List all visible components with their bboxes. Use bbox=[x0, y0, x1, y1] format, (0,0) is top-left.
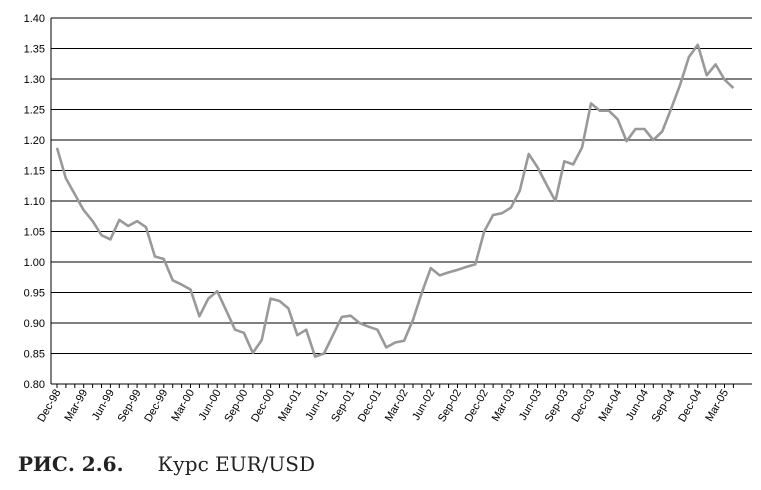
y-tick-label: 0.80 bbox=[24, 379, 45, 391]
y-tick-label: 0.85 bbox=[24, 349, 45, 361]
y-tick-label: 1.35 bbox=[24, 44, 45, 56]
y-tick-label: 1.15 bbox=[24, 166, 45, 178]
x-tick-label: Mar-03 bbox=[490, 388, 518, 424]
x-tick-label: Sep-04 bbox=[650, 388, 678, 425]
x-tick-label: Dec-99 bbox=[142, 388, 170, 425]
x-tick-label: Mar-00 bbox=[169, 388, 197, 424]
y-tick-label: 1.00 bbox=[24, 257, 45, 269]
chart-gridlines bbox=[51, 17, 752, 385]
x-tick-label: Dec-02 bbox=[463, 388, 491, 425]
x-tick-label: Mar-02 bbox=[383, 388, 411, 424]
figure-number: РИС. 2.6. bbox=[18, 452, 124, 476]
x-tick-label: Sep-02 bbox=[436, 388, 464, 425]
x-tick-label: Mar-04 bbox=[596, 388, 624, 424]
x-tick-label: Sep-03 bbox=[543, 388, 571, 425]
eur-usd-line-chart: 0.80 0.85 0.90 0.95 1.00 1.05 1.10 1.15 1.20 1.25… bbox=[24, 13, 752, 425]
y-tick-label: 1.25 bbox=[24, 105, 45, 117]
x-tick-label: Sep-01 bbox=[329, 388, 357, 425]
x-tick-label: Jun-01 bbox=[303, 388, 330, 423]
figure-caption: РИС. 2.6. Курс EUR/USD bbox=[18, 452, 315, 476]
x-tick-label: Dec-03 bbox=[569, 388, 597, 425]
x-tick-label: Jun-02 bbox=[410, 388, 437, 423]
x-tick-label: Dec-00 bbox=[249, 388, 277, 425]
x-tick-label: Dec-04 bbox=[676, 388, 704, 425]
chart-series bbox=[55, 43, 735, 358]
figure-title: Курс EUR/USD bbox=[157, 452, 315, 476]
x-tick-label: Jun-00 bbox=[197, 388, 224, 423]
y-tick-label: 1.20 bbox=[24, 135, 45, 147]
x-tick-label: Mar-01 bbox=[276, 388, 304, 424]
y-axis: 0.80 0.85 0.90 0.95 1.00 1.05 1.10 1.15 1.20 1.25… bbox=[24, 13, 52, 391]
x-tick-label: Jun-99 bbox=[90, 388, 117, 423]
x-tick-label: Jun-04 bbox=[624, 388, 651, 423]
y-tick-label: 1.05 bbox=[24, 227, 45, 239]
x-tick-label: Dec-98 bbox=[35, 388, 63, 425]
y-tick-label: 0.95 bbox=[24, 288, 45, 300]
x-tick-label: Mar-99 bbox=[62, 388, 90, 424]
x-tick-label: Mar-05 bbox=[703, 388, 731, 424]
y-tick-label: 1.40 bbox=[24, 13, 45, 25]
y-tick-label: 1.10 bbox=[24, 196, 45, 208]
y-tick-label: 0.90 bbox=[24, 318, 45, 330]
x-tick-label: Sep-00 bbox=[222, 388, 250, 425]
y-tick-label: 1.30 bbox=[24, 74, 45, 86]
eur-usd-series-line bbox=[55, 43, 735, 358]
x-tick-label: Jun-03 bbox=[517, 388, 544, 423]
x-tick-label: Dec-01 bbox=[356, 388, 384, 425]
x-tick-label: Sep-99 bbox=[116, 388, 144, 425]
